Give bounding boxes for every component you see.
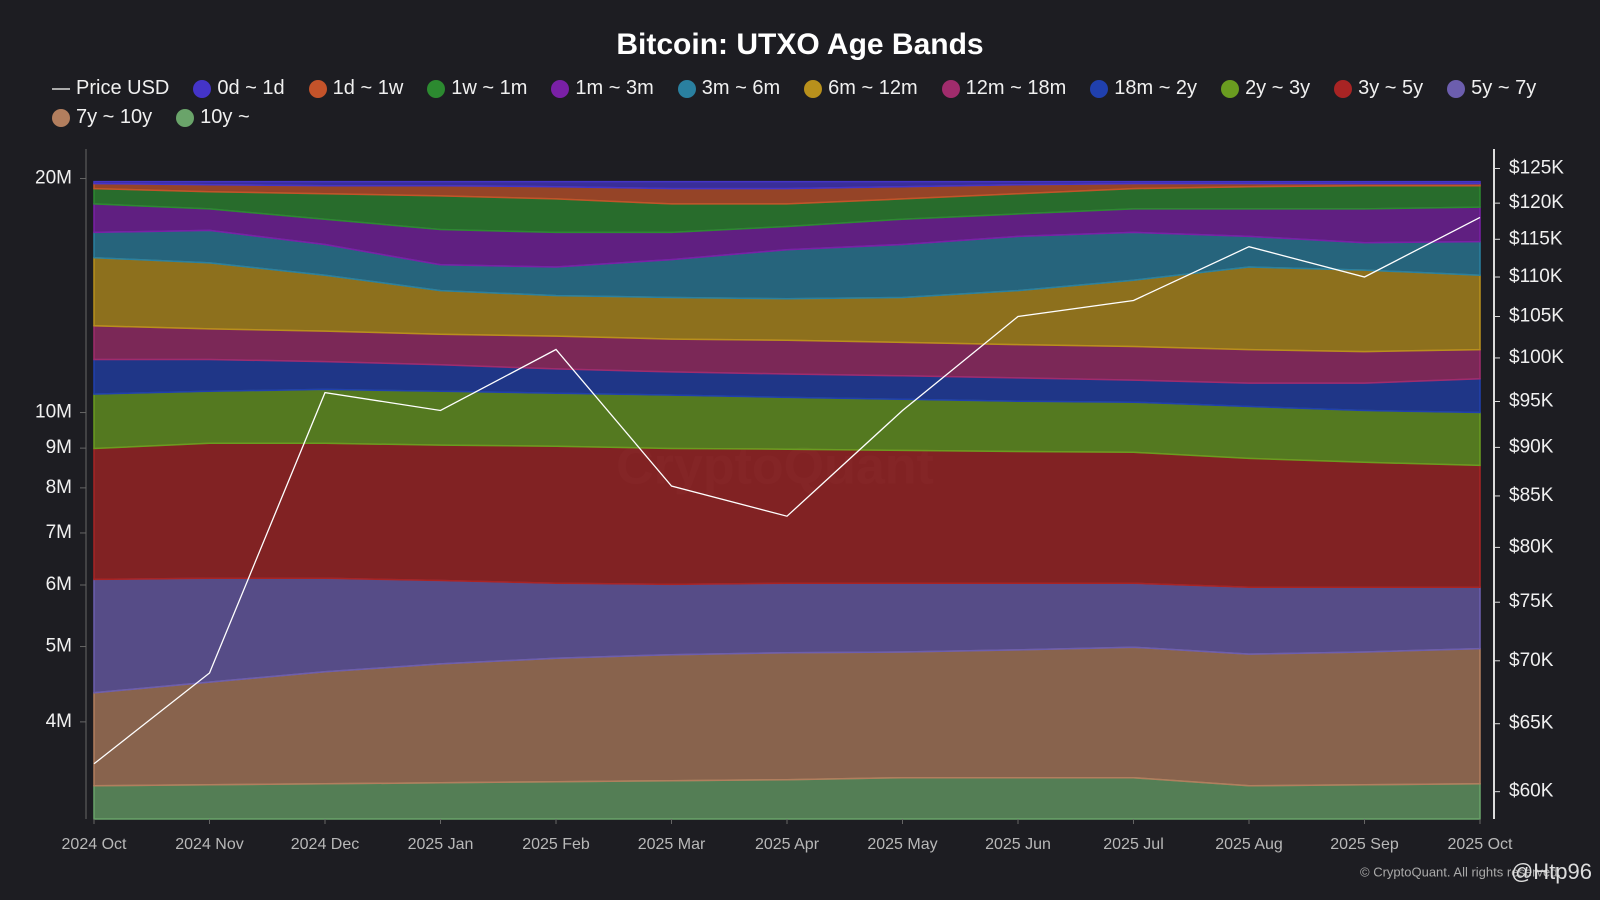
area-band (93, 442, 1481, 589)
legend-swatch (1334, 79, 1353, 98)
legend-swatch (52, 87, 70, 90)
legend-label: Price USD (76, 77, 170, 99)
y-tick-label: 7M (46, 522, 72, 543)
legend-item[interactable]: 18m ~ 2y (1090, 77, 1197, 100)
handle: @Htp96 (1511, 859, 1592, 884)
legend-item[interactable]: 10y ~ (176, 106, 250, 129)
y2-tick-label: $85K (1509, 485, 1554, 506)
legend-label: 1d ~ 1w (332, 77, 404, 99)
x-tick-label: 2025 Sep (1330, 836, 1399, 853)
y-tick-label: 5M (46, 636, 72, 657)
legend-label: 18m ~ 2y (1114, 77, 1198, 99)
x-tick-label: 2025 Jun (985, 836, 1051, 853)
legend-item[interactable]: 1m ~ 3m (551, 77, 654, 100)
legend-item[interactable]: 5y ~ 7y (1447, 77, 1536, 100)
x-tick-label: 2025 Jul (1103, 836, 1164, 853)
legend-swatch (193, 79, 212, 98)
x-tick-label: 2025 Feb (522, 836, 590, 853)
legend-label: 5y ~ 7y (1471, 77, 1537, 99)
y-tick-label: 20M (35, 168, 72, 189)
legend-label: 2y ~ 3y (1245, 77, 1311, 99)
y2-tick-label: $70K (1509, 650, 1554, 671)
y2-tick-label: $115K (1509, 228, 1563, 249)
y-tick-label: 9M (46, 437, 72, 458)
legend-swatch (1447, 79, 1466, 98)
x-tick-label: 2024 Dec (291, 836, 360, 853)
y2-tick-label: $100K (1509, 347, 1564, 368)
legend-swatch (52, 108, 70, 127)
y-tick-label: 6M (46, 574, 72, 595)
legend-label: 12m ~ 18m (965, 77, 1067, 99)
price-line (93, 216, 1481, 765)
legend-item[interactable]: 7y ~ 10y (52, 106, 152, 129)
legend-label: 3m ~ 6m (701, 77, 781, 99)
x-tick-label: 2025 Mar (638, 836, 706, 853)
legend-item[interactable]: 2y ~ 3y (1221, 77, 1310, 100)
areas (93, 180, 1481, 820)
y-tick-label: 4M (46, 711, 72, 732)
legend-swatch (308, 79, 327, 98)
legend-item[interactable]: 0d ~ 1d (193, 77, 285, 100)
legend-item[interactable]: 1d ~ 1w (308, 77, 404, 100)
legend-swatch (804, 79, 823, 98)
x-tick-label: 2025 Oct (1448, 836, 1513, 853)
legend-label: 0d ~ 1d (217, 77, 285, 99)
legend-item[interactable]: 1w ~ 1m (427, 77, 527, 100)
chart-title: Bitcoin: UTXO Age Bands (616, 28, 983, 61)
legend-item[interactable]: 6m ~ 12m (804, 77, 918, 100)
y-tick-label: 10M (35, 402, 72, 423)
y2-tick-label: $65K (1509, 713, 1554, 734)
y2-tick-label: $120K (1509, 192, 1564, 213)
y2-tick-label: $80K (1509, 536, 1554, 557)
y2-tick-label: $95K (1509, 391, 1554, 412)
legend-item[interactable]: 12m ~ 18m (941, 77, 1067, 100)
y2-tick-label: $60K (1509, 781, 1554, 802)
legend-swatch (427, 79, 446, 98)
x-tick-label: 2024 Oct (62, 836, 127, 853)
y2-tick-label: $110K (1509, 266, 1563, 287)
legend-swatch (1221, 79, 1240, 98)
legend-label: 10y ~ (200, 106, 250, 128)
legend-item[interactable]: 3y ~ 5y (1334, 77, 1423, 100)
legend-swatch (176, 108, 195, 127)
area-band (93, 180, 1481, 190)
legend-swatch (677, 79, 696, 98)
y2-tick-label: $105K (1509, 306, 1564, 327)
legend-label: 6m ~ 12m (828, 77, 918, 99)
x-tick-label: 2025 Aug (1215, 836, 1283, 853)
legend-label: 1w ~ 1m (451, 77, 528, 99)
x-tick-label: 2025 May (867, 836, 937, 853)
legend: Price USD 0d ~ 1d 1d ~ 1w 1w ~ 1m 1m ~ 3m 3m … (52, 77, 1552, 129)
x-tick-label: 2025 Apr (755, 836, 820, 853)
y2-tick-label: $75K (1509, 591, 1554, 612)
legend-label: 3y ~ 5y (1358, 77, 1424, 99)
legend-item[interactable]: Price USD (52, 77, 169, 100)
copyright: © CryptoQuant. All rights reserved. (1360, 864, 1561, 879)
x-tick-label: 2024 Nov (175, 836, 244, 853)
legend-swatch (941, 79, 960, 98)
legend-label: 1m ~ 3m (575, 77, 654, 99)
legend-swatch (551, 79, 570, 98)
legend-label: 7y ~ 10y (76, 106, 153, 128)
y2-tick-label: $125K (1509, 157, 1564, 178)
legend-swatch (1090, 79, 1109, 98)
legend-item[interactable]: 3m ~ 6m (677, 77, 781, 100)
y2-tick-label: $90K (1509, 436, 1554, 457)
x-tick-label: 2025 Jan (408, 836, 474, 853)
y-tick-label: 8M (46, 477, 72, 498)
